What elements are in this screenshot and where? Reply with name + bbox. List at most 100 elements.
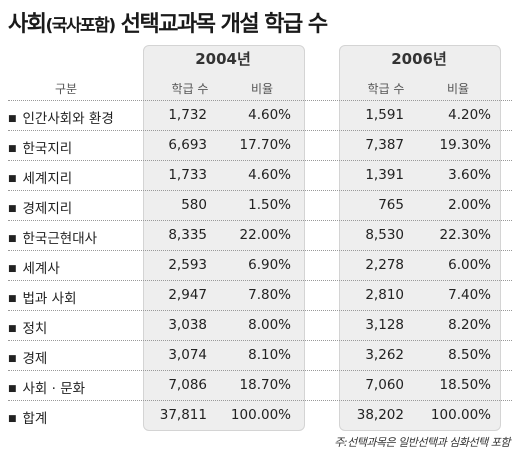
row-divider [8,190,512,191]
ratio-2004-cell: 100.00% [230,407,291,423]
row-label-text: 세계사 [22,261,60,277]
ratio-2006-cell: 6.00% [448,257,491,273]
title-main: 사회 [8,12,47,37]
ratio-2006-cell: 100.00% [430,407,491,423]
count-2004-cell: 37,811 [159,407,207,423]
year-2006-panel [339,45,501,431]
count-2004-cell: 3,038 [168,317,207,333]
row-label: ■ 합계 [8,407,47,427]
row-label: ■ 세계지리 [8,167,72,187]
chart-title: 사회(국사포함) 선택교과목 개설 학급 수 [8,6,328,38]
ratio-2006-cell: 7.40% [448,287,491,303]
bullet-icon: ■ [8,114,17,124]
bullet-icon: ■ [8,174,17,184]
count-2004-cell: 580 [181,197,207,213]
count-2004-cell: 8,335 [168,227,207,243]
ratio-2004-cell: 8.00% [248,317,291,333]
count-2006-cell: 38,202 [356,407,404,423]
row-label: ■ 인간사회와 환경 [8,107,114,127]
row-divider [8,250,512,251]
row-divider [8,280,512,281]
row-divider [8,340,512,341]
row-label: ■ 법과 사회 [8,287,77,307]
row-label-text: 인간사회와 환경 [22,111,114,127]
count-2006-cell: 3,128 [365,317,404,333]
count-2004-cell: 2,947 [168,287,207,303]
row-label: ■ 경제 [8,347,47,367]
count-header-2006: 학급 수 [367,82,405,96]
bullet-icon: ■ [8,324,17,334]
bullet-icon: ■ [8,234,17,244]
count-2004-cell: 3,074 [168,347,207,363]
ratio-2004-cell: 17.70% [239,137,291,153]
count-2006-cell: 2,810 [365,287,404,303]
count-2006-cell: 7,060 [365,377,404,393]
ratio-2006-cell: 4.20% [448,107,491,123]
ratio-2006-cell: 19.30% [439,137,491,153]
title-paren: (국사포함) [45,16,116,36]
title-rest: 선택교과목 개설 학급 수 [114,12,328,37]
ratio-2004-cell: 22.00% [239,227,291,243]
ratio-2004-cell: 4.60% [248,107,291,123]
count-2006-cell: 1,391 [365,167,404,183]
count-2004-cell: 7,086 [168,377,207,393]
row-divider [8,130,512,131]
ratio-header-2004: 비율 [250,82,274,96]
row-label-text: 합계 [22,411,48,427]
count-2006-cell: 2,278 [365,257,404,273]
ratio-2004-cell: 6.90% [248,257,291,273]
count-2006-cell: 7,387 [365,137,404,153]
row-divider [8,400,512,401]
footnote: 주:선택과목은 일반선택과 심화선택 포함 [334,436,510,449]
count-2004-cell: 6,693 [168,137,207,153]
row-label: ■ 정치 [8,317,47,337]
count-2006-cell: 1,591 [365,107,404,123]
row-label: ■ 사회 · 문화 [8,377,85,397]
bullet-icon: ■ [8,264,17,274]
bullet-icon: ■ [8,204,17,214]
year-2004-panel [143,45,305,431]
row-label-text: 법과 사회 [22,291,77,307]
ratio-2006-cell: 2.00% [448,197,491,213]
ratio-2006-cell: 8.20% [448,317,491,333]
count-2004-cell: 1,732 [168,107,207,123]
row-header-label: 구분 [54,82,78,96]
ratio-2004-cell: 1.50% [248,197,291,213]
ratio-2006-cell: 22.30% [439,227,491,243]
count-2006-cell: 765 [378,197,404,213]
ratio-2004-cell: 4.60% [248,167,291,183]
row-divider [8,220,512,221]
row-label: ■ 세계사 [8,257,60,277]
row-label-text: 세계지리 [22,171,73,187]
year-2004-header: 2004년 [195,50,251,68]
row-label-text: 경제 [22,351,48,367]
row-label: ■ 경제지리 [8,197,72,217]
ratio-2004-cell: 18.70% [239,377,291,393]
row-label-text: 정치 [22,321,48,337]
count-2006-cell: 8,530 [365,227,404,243]
row-divider [8,160,512,161]
count-header-2004: 학급 수 [171,82,209,96]
year-2006-header: 2006년 [391,50,447,68]
row-label-text: 한국지리 [22,141,73,157]
row-divider [8,310,512,311]
row-label: ■ 한국지리 [8,137,72,157]
count-2006-cell: 3,262 [365,347,404,363]
row-label-text: 사회 · 문화 [22,381,86,397]
bullet-icon: ■ [8,384,17,394]
bullet-icon: ■ [8,354,17,364]
row-divider [8,370,512,371]
ratio-2006-cell: 8.50% [448,347,491,363]
bullet-icon: ■ [8,144,17,154]
ratio-header-2006: 비율 [446,82,470,96]
header-divider [8,100,512,101]
row-label: ■ 한국근현대사 [8,227,97,247]
ratio-2006-cell: 3.60% [448,167,491,183]
ratio-2004-cell: 7.80% [248,287,291,303]
row-label-text: 한국근현대사 [22,231,98,247]
count-2004-cell: 1,733 [168,167,207,183]
bullet-icon: ■ [8,294,17,304]
ratio-2004-cell: 8.10% [248,347,291,363]
count-2004-cell: 2,593 [168,257,207,273]
ratio-2006-cell: 18.50% [439,377,491,393]
